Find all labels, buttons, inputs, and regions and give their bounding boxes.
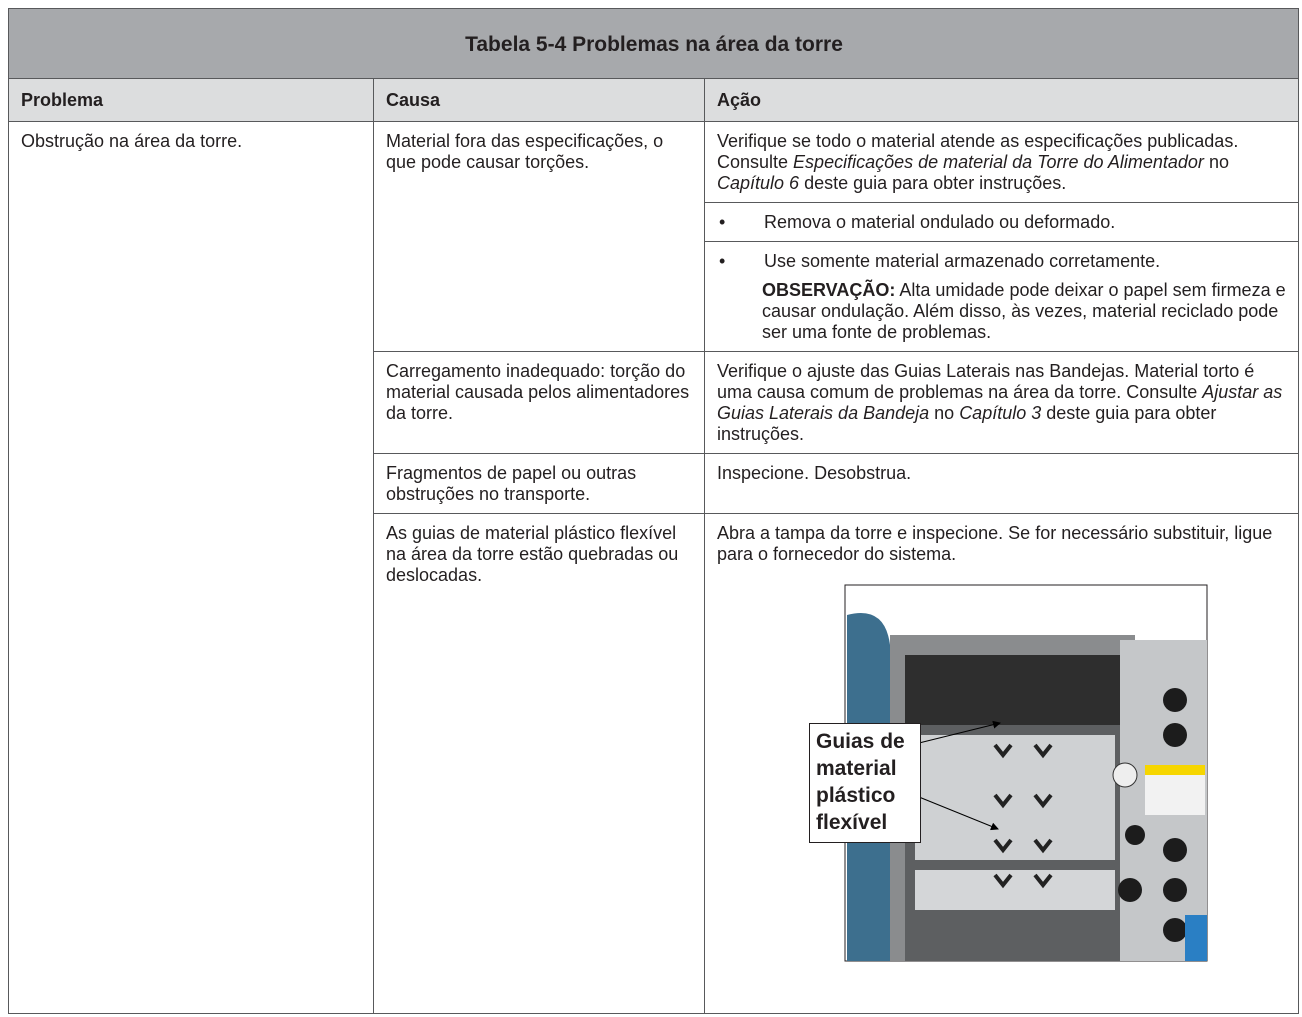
text-run: deste guia para obter instruções. (717, 403, 1217, 444)
table-row: Carregamento inadequado: torção do mater… (9, 351, 1300, 454)
text-run: no (929, 403, 960, 423)
action-cell: • Remova o material ondulado ou deformado… (703, 202, 1300, 242)
bullet-marker: • (719, 251, 726, 271)
text-run: Verifique se todo o material atende as e… (717, 131, 1239, 172)
italic-run: Especificações de material da Torre do A… (793, 152, 1204, 172)
note: OBSERVAÇÃO: Alta umidade pode deixar o p… (762, 280, 1287, 343)
callout-line: flexível (816, 811, 888, 834)
bullet-text: Remova o material ondulado ou deformado. (764, 212, 1116, 232)
action-cell: • Use somente material armazenado correta… (703, 241, 1300, 352)
text-run: Inspecione. Desobstrua. (717, 463, 912, 483)
title-row: Tabela 5-4 Problemas na área da torre (7, 8, 1300, 79)
column-header: Causa (373, 78, 705, 122)
italic-run: Capítulo 6 (717, 173, 800, 193)
text-run: no (1203, 152, 1229, 172)
table-row: • Remova o material ondulado ou deformado… (9, 202, 1300, 242)
table-row: Obstrução na área da torre. Material fora… (8, 121, 1300, 1014)
bullet-marker: • (719, 212, 726, 232)
action-cell: Inspecione. Desobstrua. (703, 453, 1300, 514)
bullet-item: • Use somente material armazenado correta… (717, 251, 1287, 272)
bullet-text: Use somente material armazenado corretam… (764, 251, 1161, 271)
problem-cell: Obstrução na área da torre. (8, 121, 374, 1014)
cause-cell: Material fora das especificações, o que … (373, 121, 705, 352)
cause-cell: As guias de material plástico flexível n… (373, 513, 705, 1014)
italic-run: Ajustar as Guias Laterais da Bandeja (717, 382, 1283, 423)
cause-cell: Fragmentos de papel ou outras obstruções… (373, 453, 705, 514)
text-run: Verifique o ajuste das Guias Laterais na… (717, 361, 1255, 402)
callout-line: plástico (816, 784, 896, 807)
italic-run: Capítulo 3 (959, 403, 1042, 423)
action-cell: Verifique se todo o material atende as e… (703, 121, 1300, 203)
paragraph: Inspecione. Desobstrua. (717, 463, 1287, 484)
bullet-item: • Remova o material ondulado ou deformado… (717, 212, 1287, 233)
action-cell: Verifique o ajuste das Guias Laterais na… (703, 351, 1300, 454)
callout-box: Guias de material plástico flexível (809, 723, 921, 843)
header-row: Problema Causa Ação (8, 78, 1300, 122)
column-header: Problema (8, 78, 374, 122)
cause-cell: Carregamento inadequado: torção do mater… (373, 351, 705, 454)
table-title: Tabela 5-4 Problemas na área da torre (7, 8, 1300, 79)
note-text: Alta umidade pode deixar o papel sem fir… (762, 280, 1286, 342)
callout-line: material (816, 757, 897, 780)
table-row: • Use somente material armazenado correta… (9, 241, 1300, 352)
action-cell: Abra a tampa da torre e inspecione. Se f… (703, 513, 1300, 1014)
problems-table: Tabela 5-4 Problemas na área da torre Pro… (7, 8, 1300, 1014)
column-header: Ação (703, 78, 1300, 122)
paragraph: Abra a tampa da torre e inspecione. Se f… (717, 523, 1287, 565)
callout-line: Guias de (816, 730, 905, 753)
paragraph: Verifique se todo o material atende as e… (717, 131, 1287, 194)
paragraph: Verifique o ajuste das Guias Laterais na… (717, 361, 1287, 445)
figure: Guias de material plástico flexível (717, 565, 1287, 1005)
table-row: As guias de material plástico flexível n… (9, 513, 1300, 1014)
text-run: Abra a tampa da torre e inspecione. Se f… (717, 523, 1273, 564)
note-label: OBSERVAÇÃO: (762, 280, 896, 300)
figure-photo (844, 584, 1208, 962)
text-run: deste guia para obter instruções. (799, 173, 1067, 193)
